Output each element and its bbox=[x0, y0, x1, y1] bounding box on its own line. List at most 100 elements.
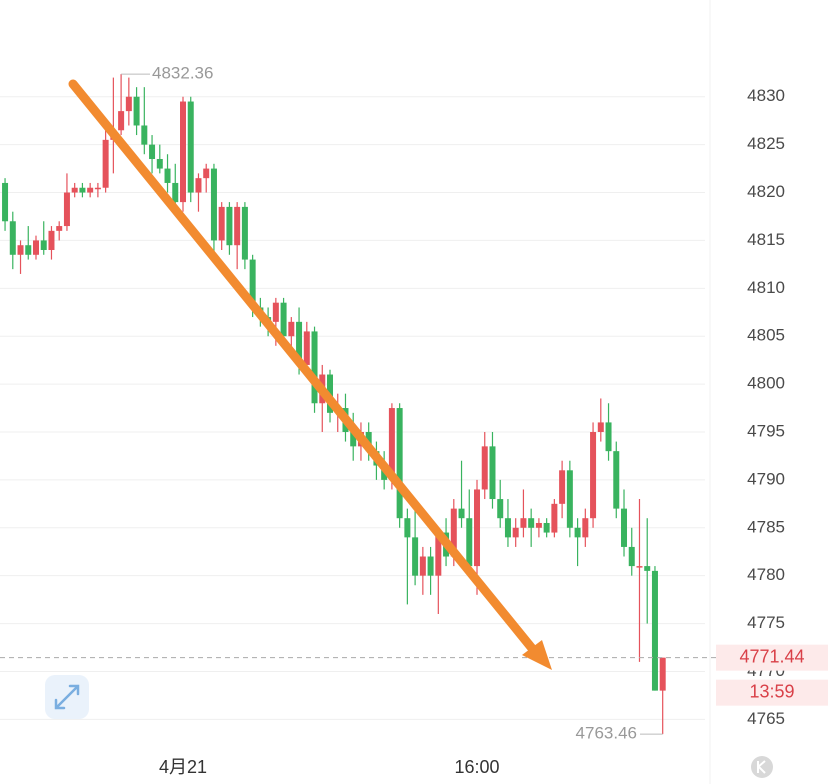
candle-body bbox=[628, 546, 635, 567]
candle-body bbox=[125, 96, 132, 112]
candle-body bbox=[551, 503, 558, 533]
candle-body bbox=[535, 522, 542, 528]
candle-body bbox=[350, 431, 357, 447]
candle-body bbox=[582, 518, 589, 538]
candle-body bbox=[172, 182, 179, 203]
candle-body bbox=[605, 422, 612, 452]
candle-body bbox=[164, 168, 171, 183]
candle-body bbox=[9, 221, 16, 255]
y-tick-label: 4780 bbox=[747, 565, 785, 584]
candle-body bbox=[195, 178, 202, 193]
candle-body bbox=[249, 259, 256, 308]
trend-arrowhead bbox=[522, 640, 552, 670]
candle-body bbox=[141, 125, 148, 145]
candle-body bbox=[636, 566, 643, 568]
candle-body bbox=[203, 168, 210, 179]
candle-body bbox=[71, 187, 78, 193]
candle-body bbox=[187, 101, 194, 193]
candle-body bbox=[133, 96, 140, 126]
candle-body bbox=[79, 187, 86, 193]
candle-body bbox=[87, 187, 94, 193]
min-price-label: 4763.46 bbox=[576, 724, 637, 743]
y-tick-label: 4820 bbox=[747, 182, 785, 201]
y-tick-label: 4785 bbox=[747, 517, 785, 536]
candle-body bbox=[528, 518, 535, 528]
kline-icon bbox=[757, 760, 766, 774]
y-tick-label: 4795 bbox=[747, 421, 785, 440]
y-tick-label: 4815 bbox=[747, 230, 785, 249]
y-tick-label: 4775 bbox=[747, 613, 785, 632]
candle-body bbox=[466, 518, 473, 567]
candle-body bbox=[48, 230, 55, 250]
candle-body bbox=[474, 489, 481, 567]
candle-body bbox=[296, 321, 303, 365]
candle-body bbox=[458, 508, 465, 519]
candle-body bbox=[288, 321, 295, 337]
trend-arrow bbox=[68, 79, 540, 657]
candle-body bbox=[644, 566, 651, 571]
y-tick-label: 4825 bbox=[747, 134, 785, 153]
x-tick-label: 4月21 bbox=[159, 757, 207, 777]
candle-body bbox=[574, 527, 581, 538]
y-tick-label: 4805 bbox=[747, 326, 785, 345]
last-price-box bbox=[716, 644, 828, 671]
kline-button-bg bbox=[751, 756, 773, 778]
candle-body bbox=[590, 431, 597, 519]
candle-body bbox=[489, 446, 496, 500]
candle-body bbox=[559, 470, 566, 504]
last-price-label: 4771.44 bbox=[739, 646, 804, 666]
candle-body bbox=[303, 331, 310, 365]
candle-body bbox=[613, 451, 620, 509]
y-tick-label: 4810 bbox=[747, 278, 785, 297]
y-tick-label: 4800 bbox=[747, 374, 785, 393]
candle-body bbox=[504, 518, 511, 538]
candle-body bbox=[63, 192, 70, 227]
candle-body bbox=[396, 408, 403, 519]
candle-body bbox=[412, 537, 419, 576]
y-tick-label: 4765 bbox=[747, 709, 785, 728]
countdown-box bbox=[716, 679, 828, 706]
candle-body bbox=[621, 508, 628, 547]
candle-body bbox=[210, 168, 217, 241]
candle-body bbox=[419, 556, 426, 576]
candle-body bbox=[427, 556, 434, 576]
candle-body bbox=[118, 111, 125, 131]
candle-body bbox=[56, 226, 63, 231]
x-tick-label: 16:00 bbox=[454, 757, 499, 777]
candle-body bbox=[404, 518, 411, 538]
candle-body bbox=[543, 522, 550, 533]
candle-body bbox=[149, 144, 156, 160]
candle-body bbox=[280, 302, 287, 337]
candle-body bbox=[226, 206, 233, 246]
candle-body bbox=[2, 182, 9, 222]
countdown-label: 13:59 bbox=[749, 681, 794, 701]
expand-button[interactable] bbox=[45, 675, 89, 719]
candle-body bbox=[651, 570, 658, 691]
candle-body bbox=[512, 527, 519, 538]
candle-body bbox=[25, 245, 32, 255]
candle-body bbox=[241, 206, 248, 260]
candle-body bbox=[566, 470, 573, 528]
candle-body bbox=[218, 206, 225, 241]
candle-body bbox=[156, 159, 163, 169]
candle-body bbox=[481, 446, 488, 490]
candle-body bbox=[597, 422, 604, 432]
y-tick-label: 4790 bbox=[747, 469, 785, 488]
candle-body bbox=[450, 508, 457, 557]
candle-body bbox=[520, 518, 527, 528]
candle-body bbox=[272, 302, 279, 322]
max-price-label: 4832.36 bbox=[152, 64, 213, 83]
candle-body bbox=[435, 532, 442, 576]
candle-body bbox=[32, 240, 39, 255]
candle-body bbox=[388, 408, 395, 480]
candle-body bbox=[311, 331, 318, 404]
y-tick-label: 4830 bbox=[747, 86, 785, 105]
kline-button[interactable] bbox=[751, 756, 773, 778]
candle-body bbox=[102, 139, 109, 188]
candle-body bbox=[40, 240, 47, 250]
candle-body bbox=[17, 245, 24, 255]
candle-body bbox=[659, 657, 666, 691]
candle-body bbox=[234, 206, 241, 246]
